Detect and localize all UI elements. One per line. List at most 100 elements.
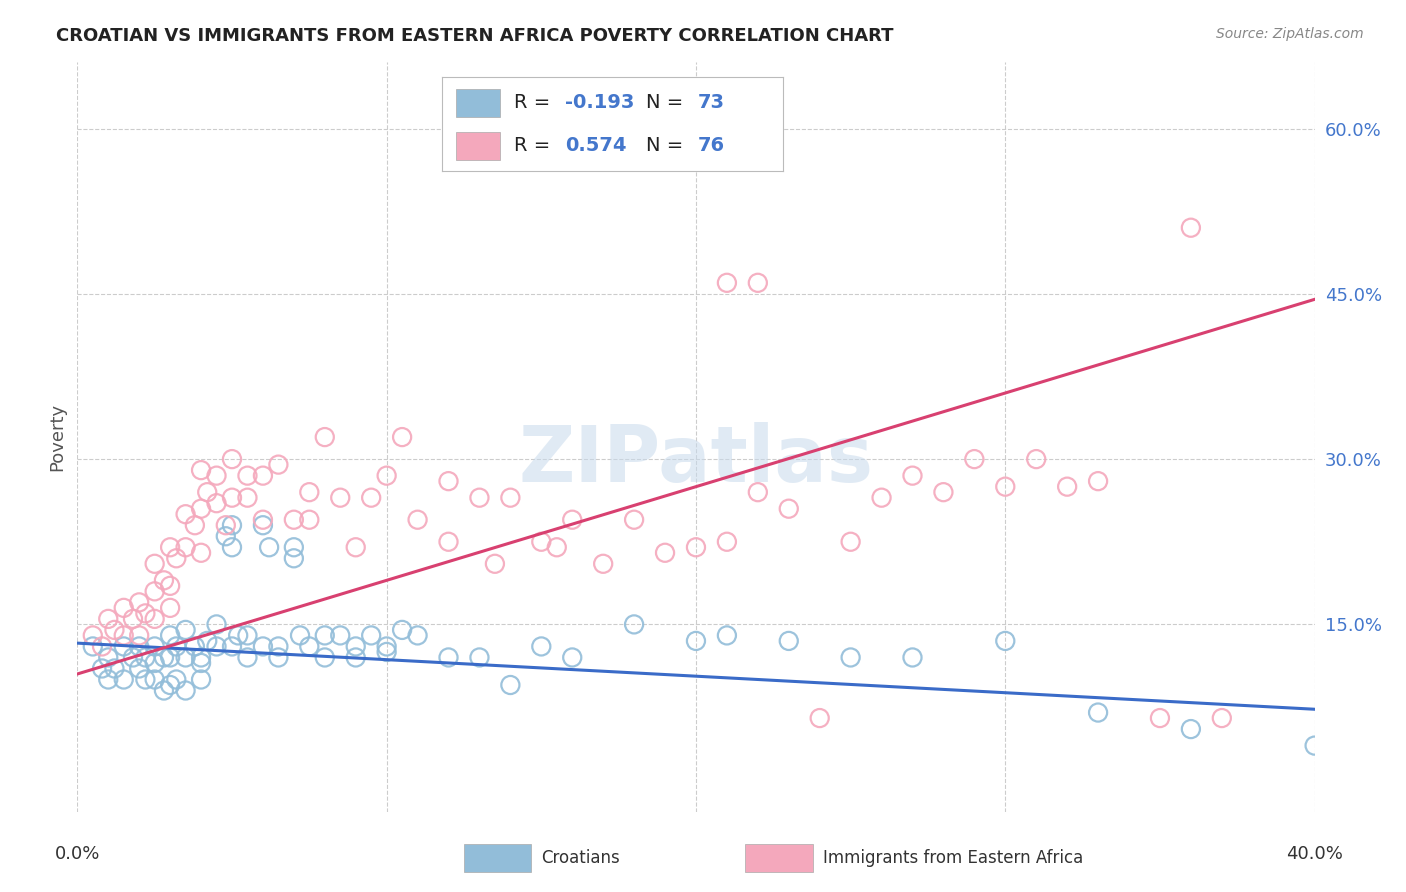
Point <box>103 623 125 637</box>
Point <box>128 661 150 675</box>
Point <box>314 430 336 444</box>
Point <box>91 640 114 654</box>
Point <box>298 513 321 527</box>
Point <box>298 640 321 654</box>
Point <box>252 640 274 654</box>
Point <box>190 546 212 560</box>
Point <box>184 640 207 654</box>
Point <box>437 650 460 665</box>
Point <box>190 463 212 477</box>
Point <box>143 656 166 670</box>
Point <box>654 546 676 560</box>
Point <box>205 617 228 632</box>
Point <box>159 579 181 593</box>
Point <box>360 628 382 642</box>
Text: Source: ZipAtlas.com: Source: ZipAtlas.com <box>1216 27 1364 41</box>
Point <box>716 628 738 642</box>
Point <box>963 452 986 467</box>
Point <box>215 529 238 543</box>
Point <box>437 474 460 488</box>
Point <box>685 634 707 648</box>
Point <box>592 557 614 571</box>
Point <box>314 628 336 642</box>
Point <box>839 534 862 549</box>
Y-axis label: Poverty: Poverty <box>48 403 66 471</box>
Text: CROATIAN VS IMMIGRANTS FROM EASTERN AFRICA POVERTY CORRELATION CHART: CROATIAN VS IMMIGRANTS FROM EASTERN AFRI… <box>56 27 894 45</box>
Point <box>190 673 212 687</box>
Point <box>344 541 367 555</box>
Point <box>174 683 197 698</box>
Point <box>1087 474 1109 488</box>
Point <box>747 485 769 500</box>
Point <box>134 607 156 621</box>
Point <box>153 683 176 698</box>
Point <box>143 584 166 599</box>
Point <box>1180 220 1202 235</box>
Point <box>97 612 120 626</box>
Point <box>221 640 243 654</box>
Point <box>165 551 187 566</box>
Point <box>1087 706 1109 720</box>
Point <box>97 650 120 665</box>
Point <box>153 574 176 588</box>
Point <box>561 513 583 527</box>
Point <box>685 541 707 555</box>
Point <box>870 491 893 505</box>
Point <box>82 640 104 654</box>
Point <box>159 678 181 692</box>
Point <box>195 634 218 648</box>
Point <box>174 650 197 665</box>
Point <box>190 656 212 670</box>
Point <box>716 534 738 549</box>
Point <box>344 640 367 654</box>
Point <box>205 468 228 483</box>
Point <box>314 650 336 665</box>
Point <box>391 430 413 444</box>
Point <box>221 541 243 555</box>
Point <box>994 480 1017 494</box>
Point <box>184 518 207 533</box>
Point <box>267 640 290 654</box>
Point <box>165 640 187 654</box>
Point <box>112 640 135 654</box>
Point <box>839 650 862 665</box>
Point <box>91 661 114 675</box>
Point <box>808 711 831 725</box>
Point <box>994 634 1017 648</box>
Point <box>236 468 259 483</box>
Text: 40.0%: 40.0% <box>1286 845 1343 863</box>
Point <box>174 507 197 521</box>
Point <box>406 628 429 642</box>
Point <box>190 650 212 665</box>
Point <box>221 491 243 505</box>
Point <box>391 623 413 637</box>
Point <box>932 485 955 500</box>
Point <box>236 650 259 665</box>
Point <box>97 673 120 687</box>
Text: 0.0%: 0.0% <box>55 845 100 863</box>
Point <box>623 617 645 632</box>
Point <box>530 534 553 549</box>
Point <box>267 650 290 665</box>
Point <box>546 541 568 555</box>
Point <box>159 628 181 642</box>
Point <box>1211 711 1233 725</box>
Point <box>288 628 311 642</box>
Point <box>747 276 769 290</box>
Point <box>468 491 491 505</box>
Point <box>143 612 166 626</box>
Point <box>112 628 135 642</box>
Point <box>221 452 243 467</box>
Point <box>375 468 398 483</box>
Point <box>778 634 800 648</box>
Point <box>252 468 274 483</box>
Point <box>1303 739 1326 753</box>
Text: ZIPatlas: ZIPatlas <box>519 422 873 498</box>
Point <box>499 678 522 692</box>
Point <box>82 628 104 642</box>
Point <box>1180 722 1202 736</box>
Point <box>190 501 212 516</box>
Point <box>329 491 352 505</box>
Point <box>375 640 398 654</box>
Point <box>128 628 150 642</box>
